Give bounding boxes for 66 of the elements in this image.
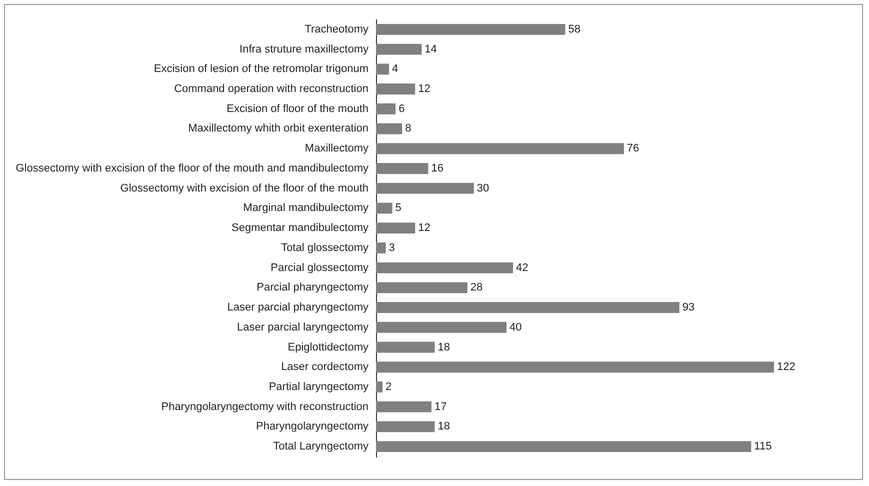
y-tick-label: Glossectomy with excision of the floor of the mouth and mandibulectomy xyxy=(16,162,369,174)
bar xyxy=(376,322,506,333)
bar xyxy=(376,222,416,234)
data-label: 4 xyxy=(392,63,398,76)
bar xyxy=(376,24,566,35)
y-tick-label: Epiglottidectomy xyxy=(288,341,369,354)
data-label: 12 xyxy=(418,222,430,234)
data-label: 2 xyxy=(386,380,392,393)
bar xyxy=(376,163,428,174)
bar xyxy=(376,182,474,194)
y-tick-label: Glossectomy with excision of the floor of the mouth xyxy=(120,182,368,194)
y-tick-label: Infra struture maxillectomy xyxy=(240,43,369,56)
data-label: 16 xyxy=(431,162,444,174)
data-label: 8 xyxy=(405,122,412,135)
y-tick-label: Marginal mandibulectomy xyxy=(243,202,369,214)
y-tick-label: Laser cordectomy xyxy=(281,361,369,374)
y-tick-label: Laser parcial laryngectomy xyxy=(237,321,369,334)
bar xyxy=(376,202,392,214)
bar xyxy=(376,143,624,154)
y-tick-label: Maxillectomy xyxy=(304,142,369,155)
y-tick-label: Parcial pharyngectomy xyxy=(256,282,369,294)
data-label: 42 xyxy=(516,262,528,274)
data-label: 28 xyxy=(470,282,483,294)
y-tick-label: Excision of floor of the mouth xyxy=(226,102,368,115)
bar xyxy=(376,382,383,392)
data-label: 18 xyxy=(438,341,450,354)
y-tick-label: Partial laryngectomy xyxy=(268,380,369,393)
data-label: 58 xyxy=(568,23,580,36)
y-tick-label: Total Laryngectomy xyxy=(273,440,369,453)
data-label: 115 xyxy=(754,440,772,453)
data-label: 14 xyxy=(424,43,437,56)
bar xyxy=(376,123,402,134)
data-label: 40 xyxy=(509,321,522,334)
bar xyxy=(376,441,752,452)
bar xyxy=(376,44,422,55)
y-tick-label: Segmentar mandibulectomy xyxy=(232,222,369,234)
data-label: 18 xyxy=(438,420,450,433)
data-label: 12 xyxy=(418,83,430,96)
y-tick-label: Total glossectomy xyxy=(281,242,369,254)
data-label: 30 xyxy=(476,182,490,194)
data-label: 17 xyxy=(434,400,447,413)
bar xyxy=(376,421,435,432)
bar xyxy=(376,302,680,313)
bar xyxy=(376,64,390,75)
data-label: 3 xyxy=(388,242,395,254)
y-tick-label: Pharyngolaryngectomy with reconstruction xyxy=(161,400,368,413)
y-tick-label: Excision of lesion of the retromolar trigonum xyxy=(154,63,368,76)
bar xyxy=(376,84,416,94)
bar xyxy=(376,342,435,353)
y-tick-label: Pharyngolaryngectomy xyxy=(256,420,369,433)
bar xyxy=(376,282,468,294)
bar xyxy=(376,103,396,114)
bar xyxy=(376,401,432,412)
data-label: 122 xyxy=(777,361,796,374)
y-tick-label: Command operation with reconstruction xyxy=(174,83,368,96)
data-label: 76 xyxy=(626,142,640,155)
bar xyxy=(376,362,774,373)
data-label: 6 xyxy=(398,102,405,115)
bar xyxy=(376,242,386,254)
y-tick-label: Parcial glossectomy xyxy=(270,262,369,274)
y-tick-label: Laser parcial pharyngectomy xyxy=(227,302,369,314)
data-label: 93 xyxy=(682,302,695,314)
data-label: 5 xyxy=(395,202,402,214)
bar xyxy=(376,262,514,274)
y-tick-label: Tracheotomy xyxy=(304,23,369,36)
y-tick-label: Maxillectomy whith orbit exenteration xyxy=(188,122,368,135)
